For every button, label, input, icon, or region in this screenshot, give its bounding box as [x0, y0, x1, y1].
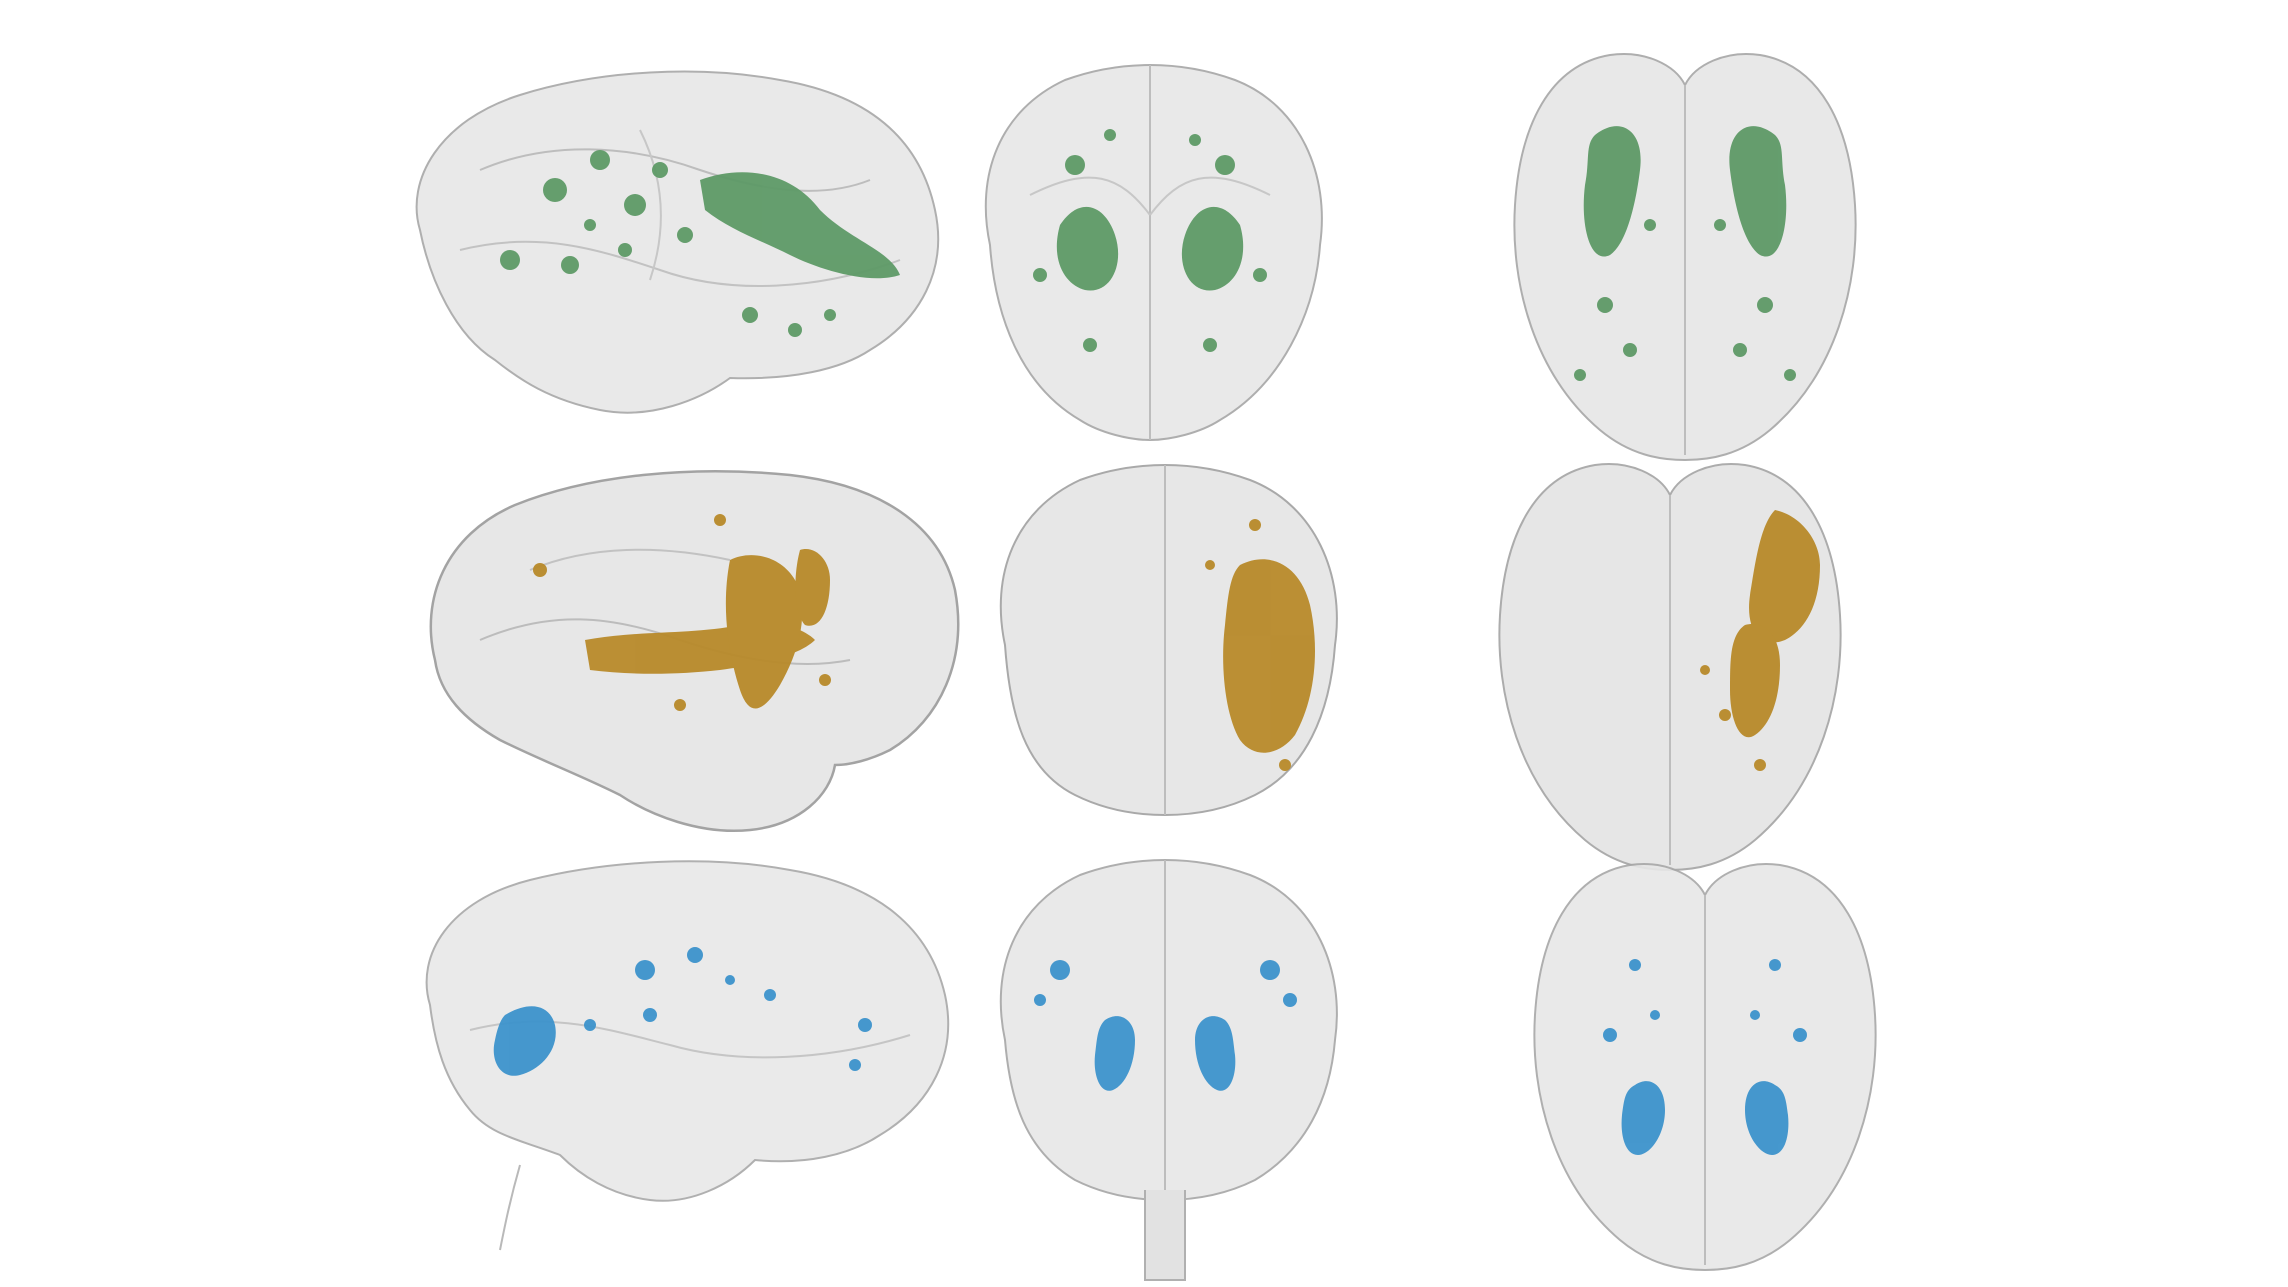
panel-row1-axial	[1513, 53, 1857, 462]
panel-row3-lateral	[425, 860, 950, 1251]
brain-coronal	[984, 64, 1323, 442]
brain-lateral	[415, 70, 940, 414]
lesions	[1205, 519, 1315, 771]
panel-row1-coronal	[984, 64, 1323, 442]
panel-row1-lateral	[415, 70, 940, 414]
brain-coronal	[999, 859, 1338, 1202]
panel-row2-lateral	[429, 470, 960, 832]
lesions	[533, 514, 831, 711]
lesions	[493, 947, 872, 1076]
lesions	[1034, 960, 1297, 1091]
panel-row3-coronal	[999, 859, 1338, 1281]
lesions	[500, 150, 900, 337]
lesions	[1700, 510, 1820, 771]
lesions	[1033, 129, 1267, 352]
lesions	[1574, 126, 1796, 381]
panel-row2-coronal	[999, 464, 1338, 817]
panel-row2-axial	[1498, 463, 1842, 872]
lesions	[1603, 959, 1807, 1155]
brain-lateral	[425, 860, 950, 1202]
panel-row3-axial	[1533, 863, 1877, 1272]
